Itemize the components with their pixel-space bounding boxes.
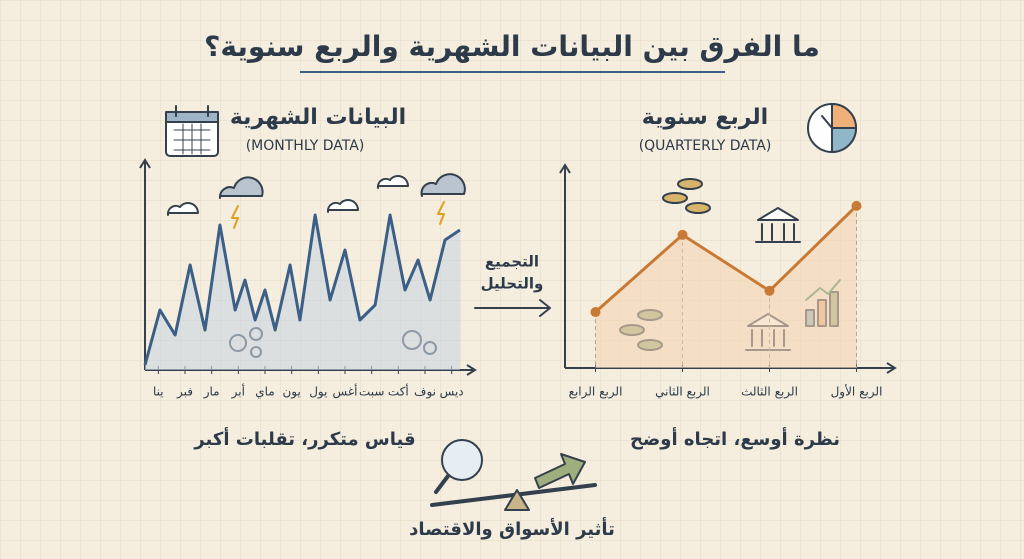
aggregate-arrow — [474, 299, 551, 317]
area — [595, 205, 857, 368]
point — [677, 229, 688, 240]
x-tick-label: أغس — [333, 384, 358, 400]
point — [764, 285, 775, 296]
x-tick-label: مار — [203, 385, 220, 400]
chart-subtitle: (MONTHLY DATA) — [246, 138, 365, 154]
x-tick-label: أبر — [231, 384, 245, 400]
x-tick-label: الربع الثاني — [655, 385, 710, 400]
arrow-label: التجميع — [485, 253, 539, 271]
x-tick-label: سبت — [359, 385, 384, 399]
x-tick-label: نوف — [414, 385, 436, 400]
bottom-label: تأثير الأسواق والاقتصاد — [409, 517, 615, 540]
x-tick-label: أكت — [388, 384, 409, 399]
axis — [559, 163, 571, 368]
page-title: ما الفرق بين البيانات الشهرية والربع سنو… — [204, 30, 820, 63]
x-tick-label: الربع الثالث — [741, 385, 798, 400]
x-tick-label: فبر — [176, 385, 193, 400]
x-tick-label: يون — [282, 385, 300, 400]
chart-caption: قياس متكرر، تقلبات أكبر — [193, 427, 415, 450]
chart-title: الربع سنوية — [642, 105, 768, 130]
x-tick-label: يول — [309, 385, 327, 400]
x-tick-label: الربع الرابع — [569, 385, 623, 400]
x-tick-label: ماي — [255, 385, 274, 399]
point — [590, 307, 601, 318]
line — [143, 213, 461, 366]
line — [594, 204, 858, 314]
arrow-label: والتحليل — [481, 275, 544, 293]
pie-clock-icon — [807, 103, 857, 153]
x-tick-label: ديس — [440, 385, 464, 400]
point — [851, 200, 862, 211]
calendar-icon — [165, 105, 219, 157]
x-tick-label: الربع الأول — [831, 384, 883, 400]
weather-icons — [166, 173, 466, 358]
chart-title: البيانات الشهرية — [230, 105, 406, 130]
chart-caption: نظرة أوسع، اتجاه أوضح — [630, 427, 840, 450]
axis — [139, 158, 151, 370]
seesaw-icon — [430, 439, 597, 511]
x-tick-label: ينا — [153, 385, 164, 399]
chart-subtitle: (QUARTERLY DATA) — [639, 138, 772, 154]
